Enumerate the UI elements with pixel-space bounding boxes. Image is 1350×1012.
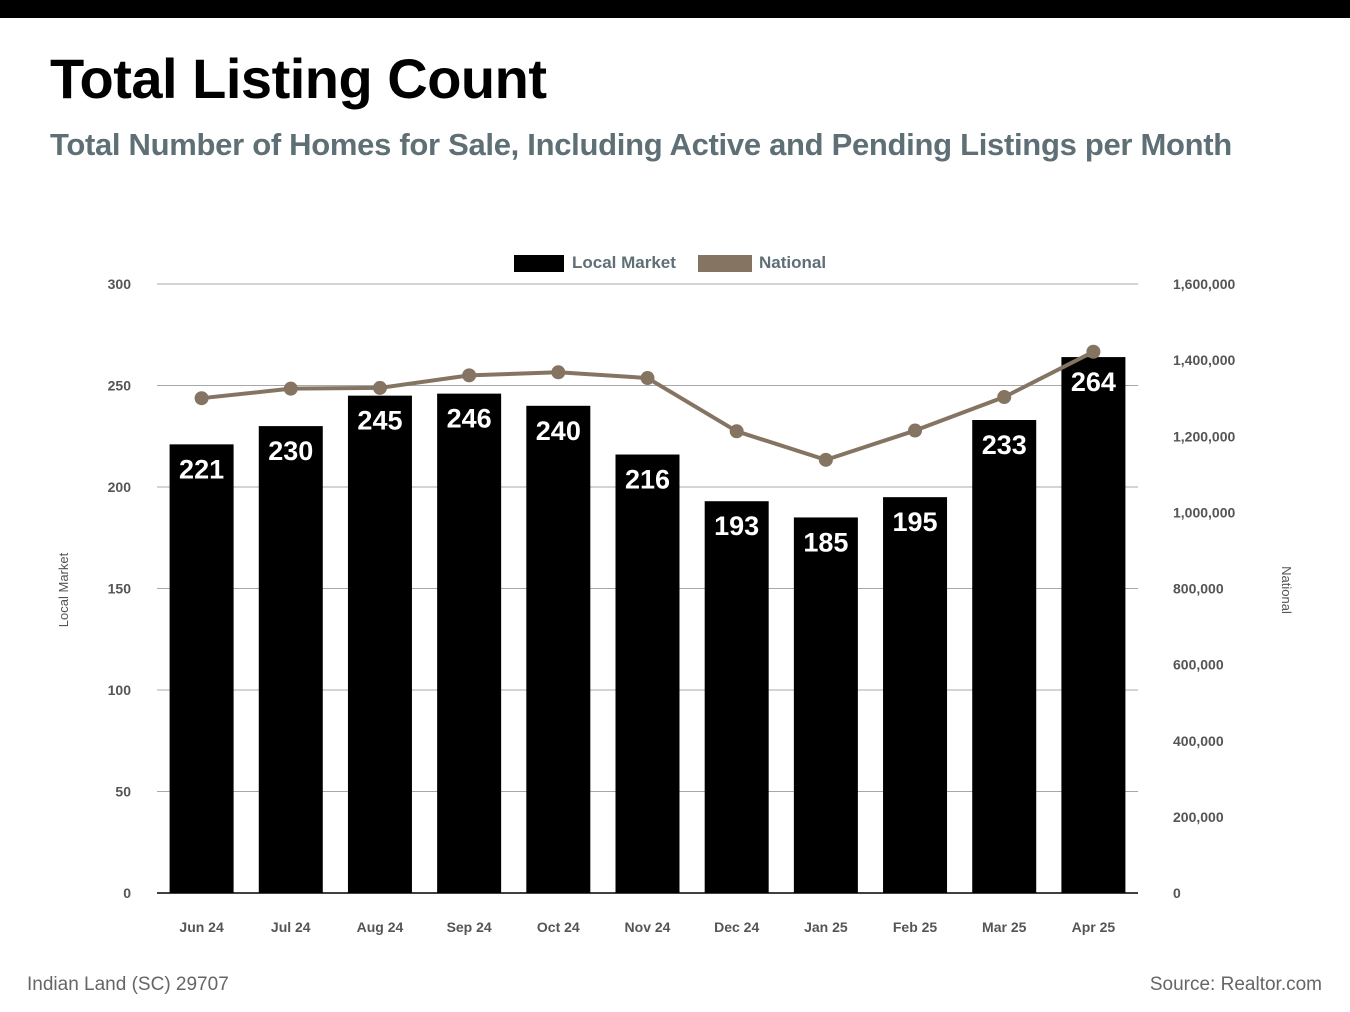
x-tick-label: Dec 24: [714, 919, 759, 935]
bar-value-label: 193: [714, 511, 759, 541]
national-point: [729, 424, 744, 439]
y2-tick-label: 200,000: [1173, 809, 1224, 825]
bar-value-label: 245: [357, 406, 402, 436]
national-point: [283, 381, 298, 396]
y2-tick-label: 600,000: [1173, 657, 1224, 673]
national-point: [462, 368, 477, 383]
y2-tick-label: 1,000,000: [1173, 504, 1235, 520]
chart-subtitle: Total Number of Homes for Sale, Includin…: [50, 127, 1232, 162]
bar: [437, 393, 502, 893]
bar: [793, 517, 858, 893]
chart-title: Total Listing Count: [50, 47, 547, 110]
bar-value-label: 246: [447, 404, 492, 434]
top-bar: [0, 0, 1350, 18]
bar-value-label: 264: [1071, 367, 1116, 397]
x-tick-label: Jun 24: [179, 919, 224, 935]
x-tick-label: Jan 25: [804, 919, 848, 935]
bar: [1061, 357, 1126, 894]
y-tick-label: 50: [115, 784, 131, 800]
legend-label-local: Local Market: [572, 253, 676, 272]
national-point: [1086, 344, 1101, 359]
national-line: [201, 349, 1095, 462]
bar: [526, 405, 591, 893]
x-tick-label: Apr 25: [1072, 919, 1116, 935]
bar-value-label: 233: [982, 430, 1027, 460]
y2-tick-label: 1,600,000: [1173, 276, 1235, 292]
legend-label-national: National: [759, 253, 826, 272]
y2-tick-label: 1,200,000: [1173, 428, 1235, 444]
y-tick-label: 250: [108, 378, 132, 394]
bar: [704, 501, 769, 893]
x-tick-label: Feb 25: [893, 919, 938, 935]
x-tick-label: Aug 24: [357, 919, 404, 935]
bar: [258, 426, 323, 893]
x-tick-label: Jul 24: [271, 919, 311, 935]
bar: [347, 395, 412, 893]
x-tick-label: Nov 24: [625, 919, 671, 935]
national-point: [908, 423, 923, 438]
y2-tick-label: 0: [1173, 885, 1181, 901]
bar-value-label: 216: [625, 465, 670, 495]
source-label: Source: Realtor.com: [1149, 974, 1322, 995]
national-point: [997, 390, 1012, 405]
y-tick-label: 0: [123, 885, 131, 901]
y2-tick-label: 400,000: [1173, 733, 1224, 749]
bar: [615, 454, 680, 893]
y-tick-label: 150: [108, 581, 132, 597]
location-label: Indian Land (SC) 29707: [27, 974, 229, 995]
x-tick-label: Mar 25: [982, 919, 1027, 935]
national-point: [194, 391, 209, 406]
bar-value-label: 195: [893, 507, 938, 537]
bar-value-label: 240: [536, 416, 581, 446]
national-point: [551, 365, 566, 380]
national-point: [372, 380, 387, 395]
legend-swatch-local: [514, 255, 564, 272]
bar-value-label: 185: [803, 527, 848, 557]
x-tick-label: Oct 24: [537, 919, 580, 935]
y2-axis-title: National: [1279, 566, 1294, 614]
y2-tick-label: 800,000: [1173, 581, 1224, 597]
national-point: [818, 452, 833, 467]
bar: [169, 444, 234, 893]
bar-value-label: 230: [268, 436, 313, 466]
y2-tick-label: 1,400,000: [1173, 352, 1235, 368]
y-axis-title: Local Market: [56, 552, 71, 627]
bar: [883, 497, 948, 893]
y-tick-label: 300: [108, 276, 132, 292]
bar: [972, 420, 1037, 893]
national-point: [640, 371, 655, 386]
legend-swatch-national: [698, 255, 752, 272]
y-tick-label: 100: [108, 682, 132, 698]
y-tick-label: 200: [108, 479, 132, 495]
bar-value-label: 221: [179, 454, 224, 484]
x-tick-label: Sep 24: [447, 919, 492, 935]
